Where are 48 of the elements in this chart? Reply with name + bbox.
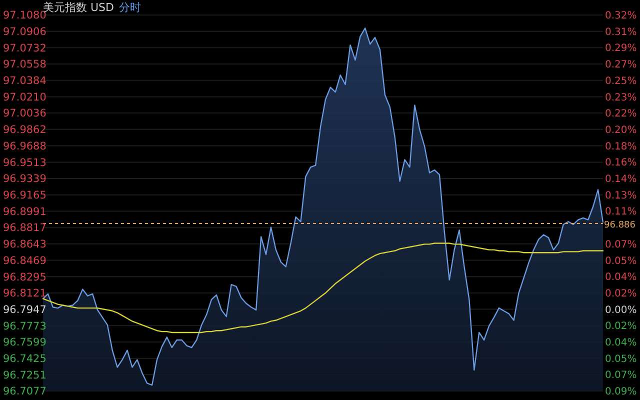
y-tick-label: 97.0906 <box>3 26 47 38</box>
y-tick-label: 97.0558 <box>3 58 46 71</box>
y2-tick-label: 0.09% <box>605 386 637 398</box>
y2-tick-label: 0.04% <box>605 272 637 284</box>
y2-tick-label: 0.27% <box>605 60 637 71</box>
y-tick-label: 97.0210 <box>3 91 46 104</box>
y-tick-label: 97.0732 <box>3 42 46 54</box>
y-tick-label: 96.8469 <box>3 254 46 267</box>
y-tick-label: 96.8643 <box>3 238 46 251</box>
y-tick-label: 96.8817 <box>3 222 46 234</box>
y2-tick-label: 0.20% <box>605 124 637 136</box>
y-tick-label: 96.8121 <box>3 288 46 300</box>
y-tick-label: 96.7251 <box>3 369 46 382</box>
y-tick-label: 97.0036 <box>3 108 47 120</box>
chart-subtitle: 分时 <box>119 1 142 14</box>
y2-tick-label: 0.14% <box>605 174 637 186</box>
y-tick-label: 96.7077 <box>3 386 46 398</box>
y2-tick-label: 0.02% <box>605 288 637 300</box>
y2-tick-label: 0.11% <box>605 206 637 218</box>
y-tick-label: 96.9339 <box>3 173 46 186</box>
y2-tick-label: 0.13% <box>605 190 637 202</box>
y2-tick-label: 0.05% <box>605 354 637 365</box>
y-tick-label: 96.7947 <box>3 304 46 316</box>
y2-tick-label: 0.04% <box>605 338 637 348</box>
y2-tick-label: 0.22% <box>605 108 637 120</box>
y2-tick-label: 0.25% <box>605 76 637 87</box>
y-tick-label: 96.8295 <box>3 271 46 284</box>
y2-tick-label: 0.32% <box>605 10 637 22</box>
y-tick-label: 96.9688 <box>3 140 46 152</box>
y-tick-label: 96.8991 <box>3 206 46 218</box>
y-tick-label: 97.0384 <box>3 75 47 88</box>
y2-tick-label: 0.23% <box>605 92 637 104</box>
y2-tick-label: 0.07% <box>605 239 637 250</box>
y2-tick-label: 0.29% <box>605 43 637 54</box>
y2-tick-label: 0.02% <box>605 321 637 332</box>
y2-tick-label: 0.07% <box>605 370 637 382</box>
y2-tick-label: 0.05% <box>605 256 637 267</box>
y-tick-label: 96.9513 <box>3 156 46 169</box>
ref-line-label: 96.886 <box>604 220 636 231</box>
y2-tick-label: 0.16% <box>605 158 637 169</box>
y-tick-label: 96.9862 <box>3 124 46 136</box>
y2-tick-label: 0.00% <box>605 304 637 316</box>
y2-tick-label: 0.18% <box>605 141 637 152</box>
y2-tick-label: 0.31% <box>605 26 637 38</box>
y-tick-label: 96.7599 <box>3 336 46 349</box>
y-tick-label: 96.9165 <box>3 190 46 202</box>
y-tick-label: 96.7773 <box>3 320 46 332</box>
y-tick-label: 96.7425 <box>3 352 46 365</box>
